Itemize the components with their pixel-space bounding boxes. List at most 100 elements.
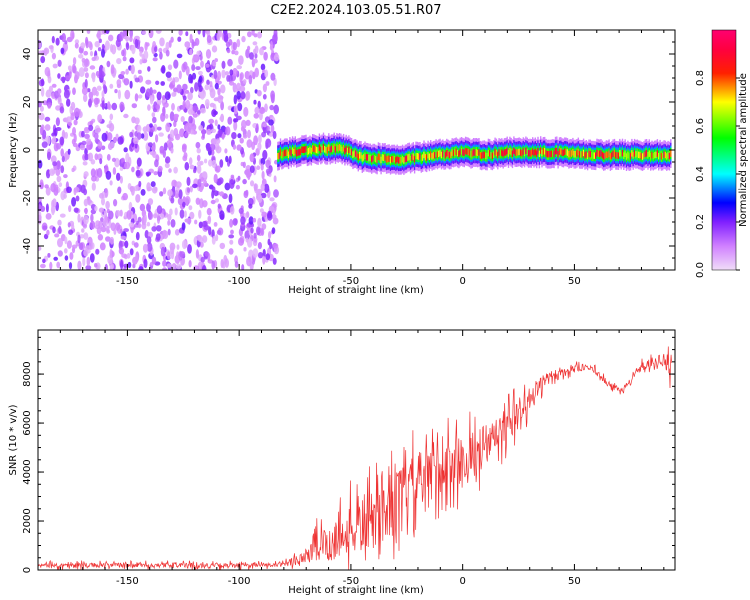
heatmap-cell: [147, 66, 151, 72]
heatmap-cell: [147, 104, 151, 111]
heatmap-cell: [574, 151, 577, 158]
heatmap-cell: [236, 65, 242, 70]
heatmap-cell: [155, 80, 160, 86]
heatmap-cell: [86, 138, 92, 146]
heatmap-cell: [444, 151, 447, 159]
heatmap-cell: [256, 90, 262, 97]
heatmap-cell: [273, 53, 280, 62]
heatmap-cell: [214, 198, 219, 203]
heatmap-cell: [577, 148, 579, 156]
heatmap-cell: [77, 260, 82, 270]
heatmap-cell: [72, 57, 77, 65]
heatmap-cell: [196, 110, 201, 115]
heatmap-cell: [78, 67, 85, 78]
heatmap-cell: [161, 65, 166, 74]
heatmap-cell: [97, 234, 104, 241]
heatmap-cell: [146, 221, 151, 227]
heatmap-cell: [170, 36, 174, 43]
heatmap-cell: [114, 89, 118, 94]
heatmap-cell: [254, 67, 259, 78]
heatmap-cell: [97, 114, 103, 123]
heatmap-cell: [74, 39, 80, 44]
colorbar-tick-label: 0.4: [695, 166, 706, 182]
heatmap-cell: [262, 123, 267, 128]
heatmap-cell: [316, 146, 318, 154]
heatmap-cell: [666, 153, 668, 160]
heatmap-cell: [117, 136, 124, 145]
heatmap-cell: [68, 229, 74, 235]
heatmap-cell: [64, 248, 68, 254]
heatmap-cell: [215, 138, 221, 145]
heatmap-cell: [419, 153, 421, 160]
heatmap-cell: [332, 145, 334, 153]
heatmap-cell: [98, 207, 105, 213]
heatmap-cell: [138, 266, 144, 270]
heatmap-cell: [604, 152, 606, 160]
heatmap-cell: [408, 153, 410, 161]
heatmap-cell: [61, 155, 65, 163]
heatmap-cell: [165, 156, 171, 164]
heatmap-cell: [145, 79, 152, 85]
heatmap-cell: [641, 153, 644, 160]
heatmap-cell: [165, 49, 170, 57]
heatmap-cell: [85, 36, 89, 46]
heatmap-cell: [255, 226, 261, 236]
heatmap-cell: [210, 128, 217, 133]
heatmap-cell: [132, 137, 139, 145]
heatmap-cell: [159, 145, 165, 154]
heatmap-cell: [506, 147, 508, 155]
heatmap-cell: [126, 252, 131, 259]
heatmap-cell: [61, 33, 66, 43]
heatmap-cell: [270, 124, 275, 134]
colorbar: 0.0 0.2 0.4 0.6 0.8 Normalized spectral ampl…: [695, 29, 749, 278]
heatmap-cell: [214, 82, 219, 90]
heatmap-cell: [542, 148, 545, 155]
heatmap-cell: [389, 156, 392, 164]
heatmap-cell: [84, 78, 88, 89]
heatmap-cell: [278, 152, 280, 159]
heatmap-cell: [123, 263, 129, 268]
heatmap-cell: [158, 132, 164, 137]
heatmap-cell: [129, 248, 134, 256]
heatmap-cell: [562, 149, 565, 157]
heatmap-cell: [125, 68, 129, 75]
heatmap-cell: [90, 168, 96, 178]
heatmap-cell: [160, 112, 166, 122]
heatmap-cell: [84, 133, 90, 140]
heatmap-cell: [71, 223, 75, 231]
heatmap-cell: [220, 258, 224, 269]
heatmap-cell: [228, 248, 234, 255]
heatmap-cell: [578, 150, 581, 158]
heatmap-cell: [115, 39, 121, 48]
heatmap-cell: [121, 49, 125, 57]
heatmap-cell: [117, 186, 122, 195]
heatmap-cell: [255, 123, 259, 133]
heatmap-cell: [199, 241, 204, 248]
heatmap-cell: [304, 146, 306, 153]
heatmap-cell: [302, 146, 304, 153]
heatmap-cell: [211, 45, 218, 53]
heatmap-cell: [52, 135, 57, 143]
heatmap-cell: [282, 150, 284, 158]
heatmap-cell: [517, 149, 519, 156]
heatmap-cell: [102, 80, 106, 86]
heatmap-cell: [137, 69, 142, 74]
heatmap-cell: [116, 58, 122, 65]
heatmap-cell: [165, 122, 171, 133]
heatmap-cell: [84, 245, 91, 251]
spectrogram-ticks: -150 -100 -50 0 50 -40 -20 0 20 40: [22, 29, 675, 287]
heatmap-cell: [329, 146, 331, 154]
heatmap-cell: [143, 258, 148, 269]
heatmap-cell: [586, 152, 589, 160]
heatmap-cell: [101, 90, 105, 99]
heatmap-cell: [73, 133, 77, 143]
heatmap-cell: [109, 113, 114, 121]
heatmap-cell: [57, 59, 62, 67]
heatmap-cell: [105, 225, 110, 233]
heatmap-cell: [134, 93, 139, 102]
heatmap-cell: [151, 186, 158, 194]
heatmap-cell: [250, 180, 255, 187]
heatmap-cell: [468, 149, 471, 157]
heatmap-cell: [107, 142, 113, 151]
heatmap-cell: [225, 126, 231, 136]
